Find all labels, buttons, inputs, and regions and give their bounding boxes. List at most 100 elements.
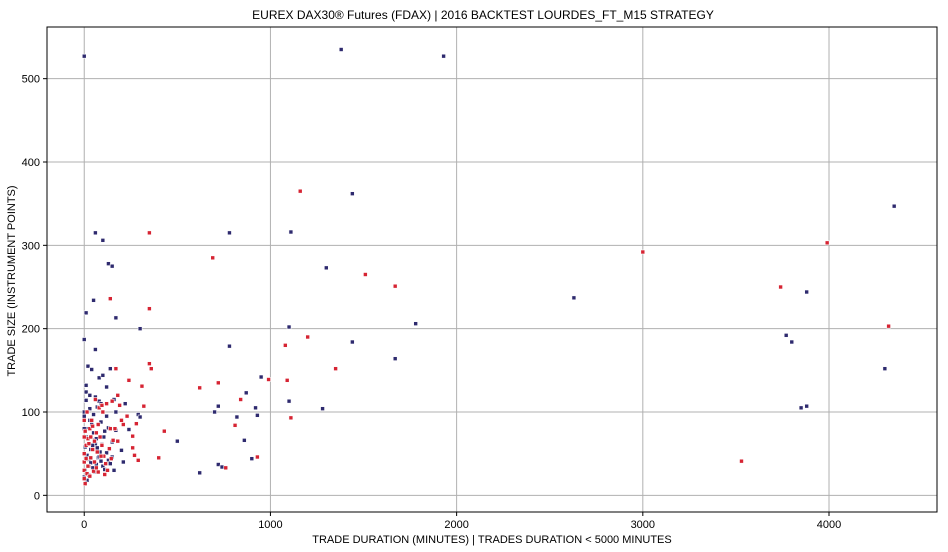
y-tick-label: 0 [34,490,40,502]
data-point [81,337,87,342]
data-point [91,468,96,474]
data-point [89,367,94,372]
data-point [392,283,398,289]
data-point [98,458,104,464]
data-point [119,448,124,453]
data-point [571,295,577,301]
data-point [102,428,108,434]
data-point [99,443,105,448]
data-point [350,339,355,345]
chart-title: EUREX DAX30® Futures (FDAX) | 2016 BACKT… [252,8,714,22]
data-point [134,421,139,426]
y-axis-label: TRADE SIZE (INSTRUMENT POINTS) [6,185,18,376]
data-point [81,468,87,473]
data-point [106,261,111,266]
data-points [81,47,897,486]
data-point [88,434,94,440]
data-point [121,422,126,427]
data-point [87,393,93,398]
data-point [104,413,109,419]
data-point [94,449,100,455]
data-point [104,384,109,390]
data-point [219,464,225,470]
data-point [249,456,255,461]
data-point [107,446,112,451]
data-point [137,414,143,420]
data-point [886,323,891,329]
data-point [93,397,98,402]
data-point [97,434,103,440]
tick-labels: 0 1000 2000 3000 4000 0 100 200 300 400 500 [22,74,842,531]
data-point [95,469,101,475]
data-point [81,476,87,481]
y-tick-label: 100 [22,407,40,419]
data-point [238,397,243,402]
data-point [95,422,101,427]
data-point [119,418,124,423]
data-point [283,343,288,348]
data-point [92,438,97,444]
data-point [90,443,95,448]
data-point [89,418,94,423]
data-point [363,272,368,277]
plot-frame [46,26,938,513]
data-point [305,334,310,340]
data-point [338,47,344,52]
data-point [215,403,221,409]
data-point [126,427,132,432]
data-point [81,434,87,440]
y-tick-label: 500 [22,74,40,86]
data-point [83,310,89,316]
data-point [147,361,152,366]
data-point [640,249,646,255]
data-point [147,306,152,311]
data-point [333,366,338,371]
data-point [110,438,116,443]
x-tick-label: 4000 [817,519,841,531]
data-point [96,375,102,381]
data-point [124,413,130,419]
data-point [212,409,217,415]
data-point [84,471,90,476]
data-point [108,366,113,371]
data-point [90,423,95,429]
data-point [117,403,122,408]
data-point [197,385,202,391]
data-point [242,438,247,443]
data-point [91,412,96,417]
data-point [88,455,94,461]
y-tick-label: 400 [22,157,40,169]
data-point [350,191,355,196]
data-point [93,230,98,236]
data-point [104,450,109,456]
data-point [175,438,180,444]
data-point [85,363,91,369]
data-point [91,298,96,303]
data-point [81,413,87,419]
data-point [148,366,154,371]
data-point [122,401,128,406]
data-point [798,405,804,411]
data-point [137,326,143,331]
data-point [87,426,93,431]
data-point [266,377,271,382]
data-point [215,462,221,467]
data-point [223,465,229,471]
data-point [82,481,88,486]
data-point [102,472,108,477]
data-point [288,229,294,235]
data-point [100,373,106,378]
data-point [100,238,106,243]
data-point [739,458,744,464]
data-point [789,339,795,345]
grid-lines [47,27,937,512]
data-point [253,405,258,411]
x-tick-label: 2000 [444,519,468,531]
data-point [115,438,121,444]
x-tick-label: 3000 [631,519,655,531]
data-point [130,433,135,439]
data-point [891,203,897,209]
data-point [108,461,113,466]
